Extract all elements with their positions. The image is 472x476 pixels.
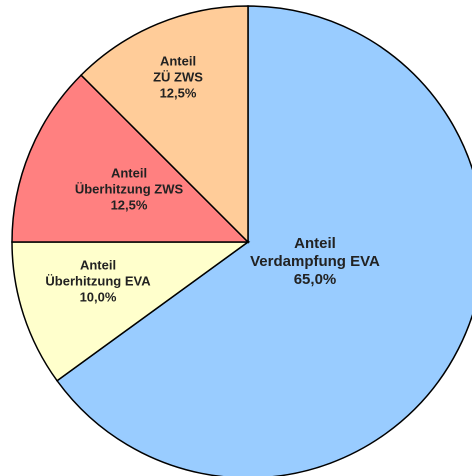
pie-slice (11, 241, 251, 382)
pie-slice (11, 74, 250, 243)
slice-value-label: 65,0% (294, 271, 337, 288)
slice-value-label: 10,0% (80, 289, 117, 304)
slice-label: Anteil (160, 53, 196, 68)
slice-value-label: 12,5% (160, 85, 197, 100)
pie-slice (80, 5, 249, 244)
slice-label: Überhitzung ZWS (75, 181, 184, 196)
slice-label: Anteil (111, 165, 147, 180)
slice-label: Anteil (80, 257, 116, 272)
slice-label: Überhitzung EVA (45, 273, 151, 288)
slice-label: Verdampfung EVA (250, 253, 380, 270)
pie-slice (56, 5, 472, 476)
slice-label: Anteil (294, 235, 336, 252)
slice-value-label: 12,5% (111, 197, 148, 212)
slice-label: ZÜ ZWS (153, 69, 203, 84)
